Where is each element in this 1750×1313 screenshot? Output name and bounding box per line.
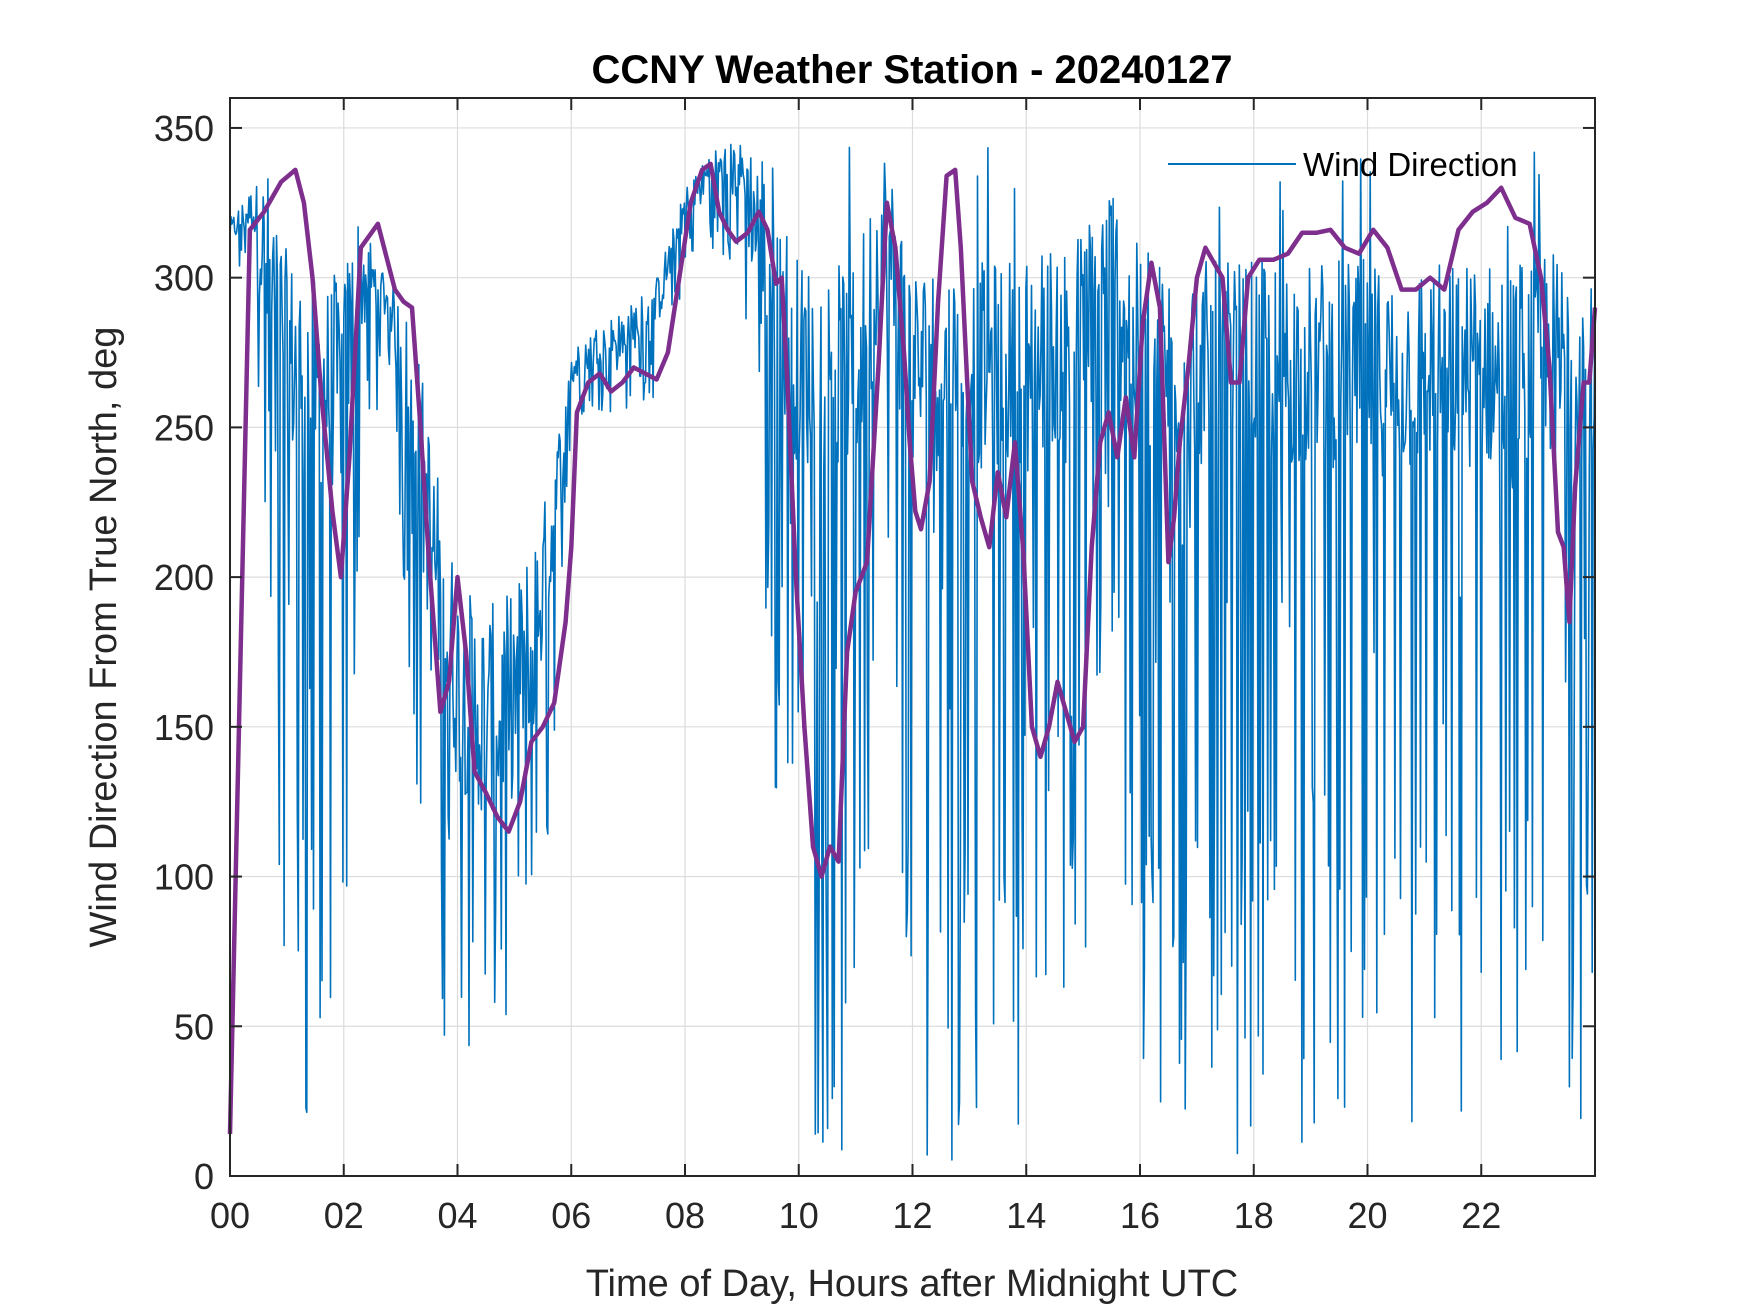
x-tick-label: 18 (1234, 1195, 1274, 1236)
x-tick-label: 02 (324, 1195, 364, 1236)
y-tick-label: 50 (174, 1006, 214, 1047)
y-tick-label: 0 (194, 1156, 214, 1197)
smoothed-line (227, 161, 1598, 1135)
axis-ticks (229, 98, 1595, 1177)
legend: Wind Direction (1168, 146, 1518, 183)
x-tick-label: 10 (779, 1195, 819, 1236)
x-tick-label: 12 (892, 1195, 932, 1236)
y-tick-label: 200 (154, 557, 214, 598)
wind-direction-series (229, 143, 1596, 1161)
y-tick-label: 150 (154, 707, 214, 748)
wind-direction-line (229, 143, 1596, 1161)
x-tick-label: 08 (665, 1195, 705, 1236)
y-tick-label: 250 (154, 407, 214, 448)
x-axis-label: Time of Day, Hours after Midnight UTC (586, 1263, 1239, 1305)
x-tick-label: 22 (1461, 1195, 1501, 1236)
x-tick-labels: 00 02 04 06 08 10 12 14 16 18 20 22 (210, 1195, 1501, 1236)
y-axis-label: Wind Direction From True North, deg (83, 327, 125, 948)
x-tick-label: 06 (551, 1195, 591, 1236)
x-tick-label: 00 (210, 1195, 250, 1236)
y-tick-label: 300 (154, 258, 214, 299)
x-tick-label: 14 (1006, 1195, 1046, 1236)
y-tick-labels: 0 50 100 150 200 250 300 350 (154, 108, 214, 1197)
chart-title: CCNY Weather Station - 20240127 (592, 48, 1233, 92)
x-tick-label: 04 (437, 1195, 477, 1236)
smoothed-series (227, 161, 1598, 1135)
x-tick-label: 20 (1347, 1195, 1387, 1236)
legend-entry-wind-direction: Wind Direction (1303, 146, 1518, 183)
y-tick-label: 100 (154, 857, 214, 898)
x-tick-label: 16 (1120, 1195, 1160, 1236)
y-tick-label: 350 (154, 108, 214, 149)
